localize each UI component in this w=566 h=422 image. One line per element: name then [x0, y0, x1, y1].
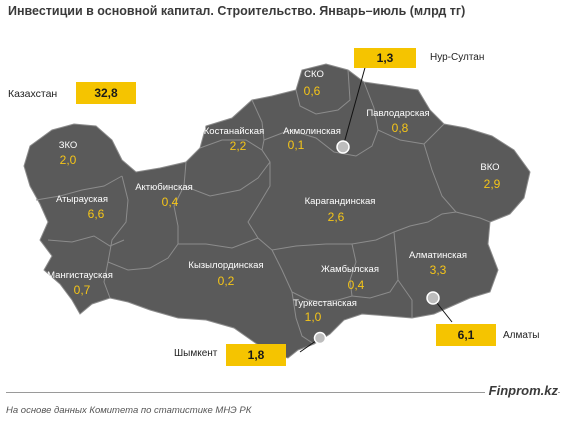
region-name-zhambyl: Жамбылская: [321, 264, 379, 275]
region-name-sko: СКО: [304, 69, 324, 80]
region-name-almaty-obl: Алматинская: [409, 250, 467, 261]
region-name-kyzylorda: Кызылординская: [188, 260, 263, 271]
region-value-zko: 2,0: [60, 153, 77, 167]
region-name-atyrau: Атырауская: [56, 194, 108, 205]
total-label: Казахстан: [8, 88, 58, 100]
region-value-turkestan: 1,0: [305, 310, 322, 324]
region-value-kostanay: 2,2: [230, 139, 247, 153]
region-value-atyrau: 6,6: [88, 207, 105, 221]
region-name-pavlodar: Павлодарская: [366, 108, 429, 119]
region-value-almaty-obl: 3,3: [430, 263, 447, 277]
region-name-vko: ВКО: [480, 162, 499, 173]
page-title: Инвестиции в основной капитал. Строитель…: [8, 4, 466, 18]
region-value-sko: 0,6: [304, 84, 321, 98]
footer-divider: [6, 392, 560, 393]
region-value-pavlodar: 0,8: [392, 121, 409, 135]
city-value-almaty: 6,1: [436, 324, 496, 346]
city-name-nur-sultan: Нур-Султан: [430, 52, 485, 63]
city-marker-almaty: [426, 291, 440, 305]
region-value-kyzylorda: 0,2: [218, 274, 235, 288]
city-value-nur-sultan: 1,3: [354, 48, 416, 68]
city-value-shymkent: 1,8: [226, 344, 286, 366]
city-name-shymkent: Шымкент: [174, 348, 218, 359]
region-name-mangystau: Мангистауская: [47, 270, 113, 281]
city-marker-shymkent: [313, 331, 327, 345]
region-value-mangystau: 0,7: [74, 283, 91, 297]
region-value-vko: 2,9: [484, 177, 501, 191]
region-name-karaganda: Карагандинская: [305, 196, 376, 207]
region-name-akmola: Акмолинская: [283, 126, 341, 137]
region-name-kostanay: Костанайская: [204, 126, 264, 137]
city-marker-nur-sultan: [336, 140, 350, 154]
region-value-karaganda: 2,6: [328, 210, 345, 224]
region-value-zhambyl: 0,4: [348, 278, 365, 292]
source-note: На основе данных Комитета по статистике …: [6, 405, 252, 416]
region-value-akmola: 0,1: [288, 138, 305, 152]
region-name-aktobe: Актюбинская: [135, 182, 193, 193]
region-borders: [35, 69, 491, 345]
city-name-almaty: Алматы: [503, 330, 540, 341]
total-value: 32,8: [76, 82, 136, 104]
country-shape: [23, 63, 531, 359]
brand-logo: Finprom.kz: [484, 383, 558, 398]
region-name-zko: ЗКО: [59, 140, 78, 151]
region-name-turkestan: Туркестанская: [293, 298, 357, 309]
region-value-aktobe: 0,4: [162, 195, 179, 209]
